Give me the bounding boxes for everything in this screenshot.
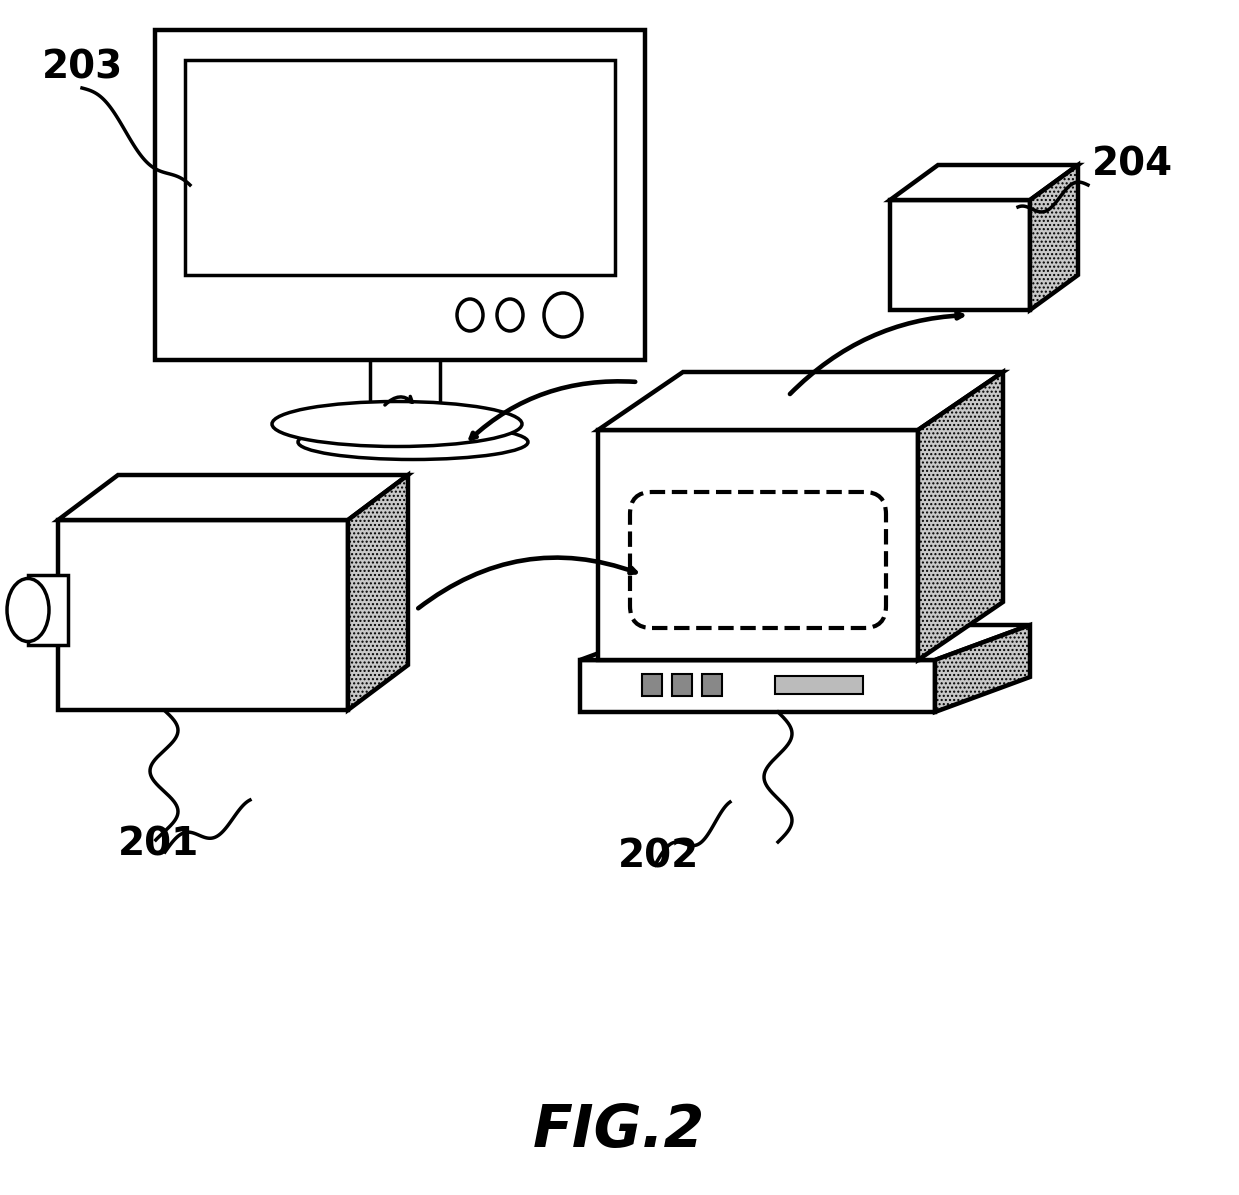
Ellipse shape xyxy=(299,424,528,460)
Polygon shape xyxy=(580,625,1030,660)
Polygon shape xyxy=(155,30,646,360)
Text: FIG.2: FIG.2 xyxy=(533,1102,705,1158)
Polygon shape xyxy=(1030,165,1078,310)
FancyBboxPatch shape xyxy=(629,492,886,629)
Polygon shape xyxy=(703,674,722,695)
Text: 204: 204 xyxy=(1092,145,1173,183)
Ellipse shape xyxy=(497,299,523,331)
Polygon shape xyxy=(58,520,348,710)
Polygon shape xyxy=(28,575,68,645)
Polygon shape xyxy=(370,360,440,415)
Polygon shape xyxy=(890,200,1030,310)
Polygon shape xyxy=(348,474,408,710)
Polygon shape xyxy=(935,625,1030,712)
Polygon shape xyxy=(185,60,615,275)
Polygon shape xyxy=(598,372,1004,430)
Polygon shape xyxy=(890,165,1078,200)
Ellipse shape xyxy=(273,402,522,447)
Polygon shape xyxy=(776,676,864,694)
Polygon shape xyxy=(58,474,408,520)
Text: 201: 201 xyxy=(118,825,199,863)
Polygon shape xyxy=(598,430,918,660)
Polygon shape xyxy=(918,372,1004,660)
Ellipse shape xyxy=(457,299,483,331)
Text: 202: 202 xyxy=(618,838,699,876)
Ellipse shape xyxy=(544,293,582,337)
Text: 203: 203 xyxy=(42,48,123,86)
Polygon shape xyxy=(580,660,935,712)
Polygon shape xyxy=(672,674,693,695)
Polygon shape xyxy=(642,674,662,695)
Ellipse shape xyxy=(7,578,50,642)
